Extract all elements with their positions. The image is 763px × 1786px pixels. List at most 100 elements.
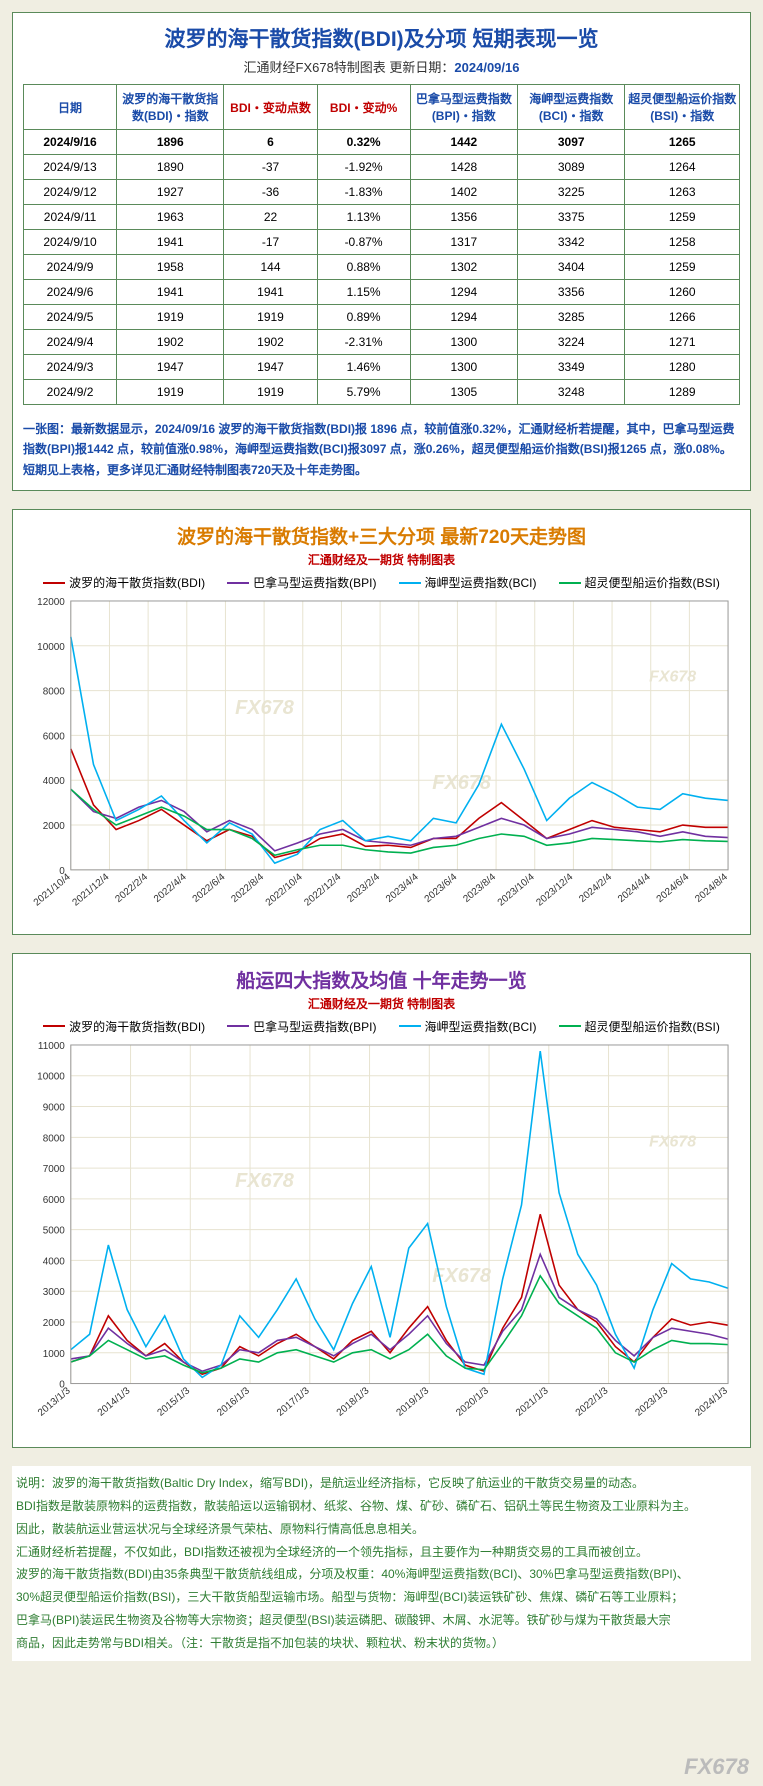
table-row: 2024/9/419021902-2.31%130032241271	[24, 330, 740, 355]
page-watermark: FX678	[684, 1754, 749, 1780]
table-cell: 3342	[518, 230, 625, 255]
table-cell: 2024/9/3	[24, 355, 117, 380]
svg-text:FX678: FX678	[235, 697, 295, 719]
chart-720d-title: 波罗的海干散货指数+三大分项 最新720天走势图	[23, 522, 740, 549]
svg-text:1000: 1000	[43, 1349, 66, 1360]
table-cell: 1294	[410, 280, 517, 305]
table-row: 2024/9/919581440.88%130234041259	[24, 255, 740, 280]
table-cell: 1259	[625, 255, 740, 280]
table-cell: 1927	[117, 180, 224, 205]
table-cell: 1289	[625, 380, 740, 405]
table-cell: -0.87%	[317, 230, 410, 255]
svg-text:2024/8/4: 2024/8/4	[693, 872, 730, 906]
table-cell: 1919	[224, 380, 317, 405]
legend-item: 波罗的海干散货指数(BDI)	[43, 574, 205, 591]
table-cell: 3089	[518, 155, 625, 180]
table-cell: 1919	[224, 305, 317, 330]
explanation-line: 巴拿马(BPI)装运民生物资及谷物等大宗物资；超灵便型(BSI)装运磷肥、碳酸钾…	[16, 1609, 747, 1632]
legend-swatch	[399, 582, 421, 584]
table-subtitle: 汇通财经FX678特制图表 更新日期：2024/09/16	[23, 57, 740, 76]
table-cell: 3224	[518, 330, 625, 355]
table-cell: 1963	[117, 205, 224, 230]
svg-text:2024/1/3: 2024/1/3	[693, 1385, 730, 1419]
svg-text:2022/4/4: 2022/4/4	[152, 872, 189, 906]
svg-text:2000: 2000	[43, 821, 66, 832]
svg-text:2022/8/4: 2022/8/4	[229, 872, 266, 906]
legend-item: 巴拿马型运费指数(BPI)	[227, 574, 376, 591]
legend-swatch	[399, 1025, 421, 1027]
table-cell: 2024/9/12	[24, 180, 117, 205]
table-cell: -37	[224, 155, 317, 180]
svg-text:11000: 11000	[38, 1041, 65, 1052]
table-cell: 1305	[410, 380, 517, 405]
table-row: 2024/9/2191919195.79%130532481289	[24, 380, 740, 405]
table-cell: 1264	[625, 155, 740, 180]
table-cell: 2024/9/13	[24, 155, 117, 180]
svg-text:10000: 10000	[37, 642, 65, 653]
table-cell: 0.88%	[317, 255, 410, 280]
legend-swatch	[559, 582, 581, 584]
legend-label: 海岬型运费指数(BCI)	[425, 1018, 537, 1035]
svg-text:8000: 8000	[43, 1133, 66, 1144]
svg-text:2013/1/3: 2013/1/3	[36, 1385, 73, 1419]
svg-text:8000: 8000	[43, 687, 66, 698]
legend-swatch	[559, 1025, 581, 1027]
svg-text:2022/2/4: 2022/2/4	[113, 872, 150, 906]
table-row: 2024/9/3194719471.46%130033491280	[24, 355, 740, 380]
svg-text:2022/1/3: 2022/1/3	[574, 1385, 611, 1419]
chart-10y-legend: 波罗的海干散货指数(BDI)巴拿马型运费指数(BPI)海岬型运费指数(BCI)超…	[23, 1018, 740, 1035]
svg-text:2022/10/4: 2022/10/4	[264, 872, 305, 909]
table-row: 2024/9/131890-37-1.92%142830891264	[24, 155, 740, 180]
svg-text:6000: 6000	[43, 732, 66, 743]
table-row: 2024/9/111963221.13%135633751259	[24, 205, 740, 230]
svg-text:2023/6/4: 2023/6/4	[423, 872, 460, 906]
chart-720d-panel: 波罗的海干散货指数+三大分项 最新720天走势图 汇通财经及一期货 特制图表 波…	[12, 509, 751, 935]
legend-label: 巴拿马型运费指数(BPI)	[253, 574, 376, 591]
table-cell: 1941	[224, 280, 317, 305]
svg-text:3000: 3000	[43, 1287, 66, 1298]
legend-item: 海岬型运费指数(BCI)	[399, 574, 537, 591]
svg-text:2024/4/4: 2024/4/4	[616, 872, 653, 906]
svg-text:2023/4/4: 2023/4/4	[384, 872, 421, 906]
svg-text:2021/12/4: 2021/12/4	[70, 872, 111, 909]
svg-text:2016/1/3: 2016/1/3	[215, 1385, 252, 1419]
table-cell: 1265	[625, 130, 740, 155]
table-cell: -17	[224, 230, 317, 255]
explanation-block: 说明：波罗的海干散货指数(Baltic Dry Index，缩写BDI)，是航运…	[12, 1466, 751, 1660]
table-cell: 2024/9/16	[24, 130, 117, 155]
explanation-line: BDI指数是散装原物料的运费指数，散装船运以运输钢材、纸浆、谷物、煤、矿砂、磷矿…	[16, 1495, 747, 1518]
table-cell: 3225	[518, 180, 625, 205]
chart-10y-title: 船运四大指数及均值 十年走势一览	[23, 966, 740, 993]
table-cell: 1266	[625, 305, 740, 330]
svg-text:2023/8/4: 2023/8/4	[461, 872, 498, 906]
svg-text:2015/1/3: 2015/1/3	[156, 1385, 193, 1419]
explanation-line: 商品，因此走势常与BDI相关。（注：干散货是指不加包装的块状、颗粒状、粉末状的货…	[16, 1632, 747, 1655]
legend-label: 巴拿马型运费指数(BPI)	[253, 1018, 376, 1035]
table-cell: 1258	[625, 230, 740, 255]
table-cell: 1.15%	[317, 280, 410, 305]
table-row: 2024/9/5191919190.89%129432851266	[24, 305, 740, 330]
table-cell: 3349	[518, 355, 625, 380]
explanation-line: 30%超灵便型船运价指数(BSI)，三大干散货船型运输市场。船型与货物：海岬型(…	[16, 1586, 747, 1609]
svg-text:2017/1/3: 2017/1/3	[275, 1385, 312, 1419]
bdi-table-panel: 波罗的海干散货指数(BDI)及分项 短期表现一览 汇通财经FX678特制图表 更…	[12, 12, 751, 491]
subtitle-date: 2024/09/16	[454, 60, 519, 75]
subtitle-label: 汇通财经FX678特制图表 更新日期：	[244, 60, 455, 75]
table-header-cell: 波罗的海干散货指数(BDI)・指数	[117, 85, 224, 130]
svg-text:FX678: FX678	[235, 1170, 295, 1192]
table-cell: 1958	[117, 255, 224, 280]
table-row: 2024/9/121927-36-1.83%140232251263	[24, 180, 740, 205]
legend-label: 超灵便型船运价指数(BSI)	[585, 1018, 720, 1035]
table-cell: 3375	[518, 205, 625, 230]
table-cell: 2024/9/2	[24, 380, 117, 405]
chart-10y-panel: 船运四大指数及均值 十年走势一览 汇通财经及一期货 特制图表 波罗的海干散货指数…	[12, 953, 751, 1448]
svg-text:2023/2/4: 2023/2/4	[345, 872, 382, 906]
table-row: 2024/9/16189660.32%144230971265	[24, 130, 740, 155]
svg-text:2023/10/4: 2023/10/4	[496, 872, 537, 909]
legend-swatch	[43, 582, 65, 584]
svg-text:4000: 4000	[43, 776, 66, 787]
chart-10y-svg: FX678FX678FX6780100020003000400050006000…	[23, 1039, 740, 1437]
table-cell: 2024/9/10	[24, 230, 117, 255]
table-cell: 3248	[518, 380, 625, 405]
legend-item: 巴拿马型运费指数(BPI)	[227, 1018, 376, 1035]
